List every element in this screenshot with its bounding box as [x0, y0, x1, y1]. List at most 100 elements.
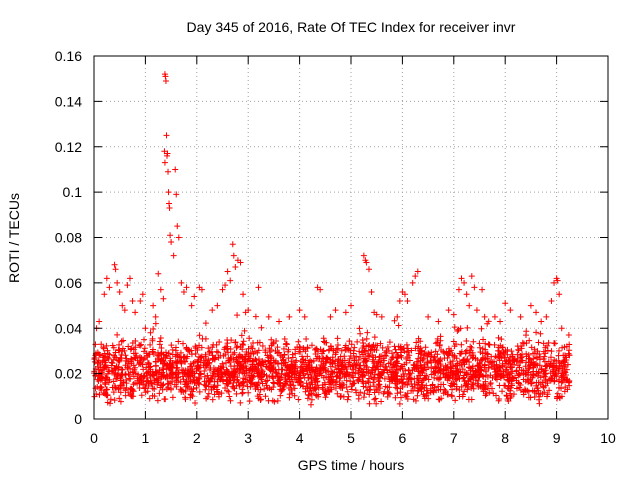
y-tick-label: 0.12 — [55, 139, 82, 155]
data-point — [354, 338, 361, 345]
data-point — [115, 386, 122, 393]
data-point — [186, 377, 193, 384]
data-point — [450, 311, 457, 318]
data-point — [414, 375, 421, 382]
data-point — [141, 385, 148, 392]
data-point — [554, 390, 561, 397]
data-point — [247, 377, 254, 384]
data-point — [168, 385, 175, 392]
data-point — [103, 386, 110, 393]
y-axis-label: ROTI / TECUs — [6, 193, 22, 283]
data-point — [381, 352, 388, 359]
data-point — [280, 382, 287, 389]
data-point — [548, 360, 555, 367]
data-point — [293, 370, 300, 377]
data-point — [231, 349, 238, 356]
data-point — [224, 387, 231, 394]
data-point — [544, 342, 551, 349]
data-point — [348, 302, 354, 309]
data-point — [101, 379, 108, 386]
data-point — [295, 338, 302, 345]
data-point — [195, 364, 202, 371]
data-point — [350, 361, 357, 368]
data-point — [472, 377, 479, 384]
data-point — [104, 386, 111, 393]
data-point — [377, 374, 384, 381]
data-point — [115, 347, 122, 354]
data-point — [108, 359, 115, 366]
data-point — [103, 342, 110, 349]
data-point — [522, 332, 529, 339]
data-point — [485, 358, 492, 365]
data-point — [296, 348, 303, 355]
data-point — [245, 307, 252, 314]
data-point — [134, 357, 141, 364]
data-point — [402, 392, 409, 399]
data-point — [361, 355, 368, 362]
data-point — [172, 344, 179, 351]
data-point — [152, 362, 159, 369]
data-point — [520, 391, 527, 398]
data-point — [378, 313, 385, 320]
data-point — [543, 313, 550, 320]
data-point — [395, 322, 402, 329]
data-point — [417, 348, 424, 355]
data-point — [274, 379, 281, 386]
data-point — [224, 268, 231, 275]
data-point — [467, 347, 474, 354]
data-point — [236, 351, 243, 358]
data-point — [165, 189, 172, 196]
data-point — [178, 388, 185, 395]
data-point — [180, 376, 187, 383]
data-point — [300, 346, 307, 353]
data-point — [137, 298, 144, 305]
data-point — [468, 385, 475, 392]
data-point — [213, 348, 220, 355]
data-point — [560, 358, 567, 365]
data-point — [104, 364, 111, 371]
data-point — [397, 344, 404, 351]
data-point — [229, 383, 236, 390]
data-point — [565, 379, 572, 386]
data-point — [201, 368, 208, 375]
data-point — [228, 355, 235, 362]
data-point — [329, 360, 336, 367]
data-point — [394, 360, 401, 367]
data-point — [481, 313, 488, 320]
data-point — [171, 381, 178, 388]
data-point — [507, 394, 514, 401]
data-point — [456, 375, 463, 382]
data-point — [463, 338, 470, 345]
data-point — [564, 376, 571, 383]
data-point — [458, 275, 465, 282]
data-point — [250, 350, 257, 357]
data-point — [167, 232, 174, 239]
data-point — [537, 353, 544, 360]
data-point — [492, 375, 499, 382]
data-point — [474, 362, 481, 369]
data-point — [125, 370, 132, 377]
data-point — [538, 318, 545, 325]
data-point — [553, 362, 560, 369]
data-point — [174, 223, 181, 230]
data-point — [262, 378, 269, 385]
data-point — [363, 335, 370, 342]
data-point — [347, 347, 354, 354]
data-point — [96, 391, 103, 398]
data-point — [368, 367, 375, 374]
data-point — [120, 337, 127, 344]
data-point — [124, 364, 131, 371]
data-point — [366, 386, 373, 393]
data-point — [495, 334, 502, 341]
data-point — [289, 390, 296, 397]
data-point — [179, 373, 186, 380]
data-point — [556, 365, 563, 372]
data-point — [527, 302, 534, 309]
data-point — [478, 325, 485, 332]
data-point — [425, 376, 432, 383]
data-point — [425, 350, 432, 357]
data-point — [162, 396, 169, 403]
data-point — [182, 388, 189, 395]
data-point — [258, 370, 265, 377]
data-point — [254, 381, 261, 388]
